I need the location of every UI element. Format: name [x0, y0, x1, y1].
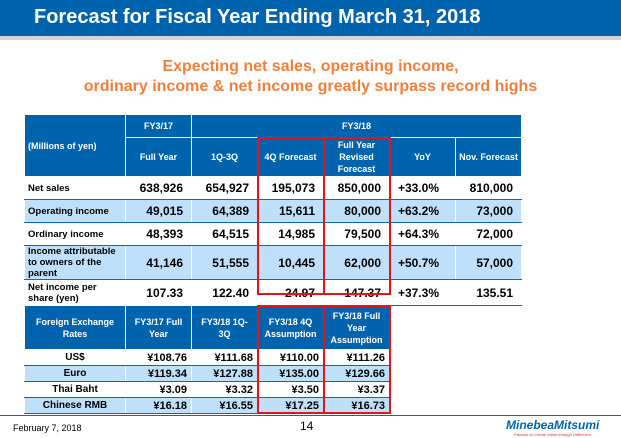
row-label: Income attributable to owners of the par…: [24, 245, 126, 280]
table-cell: 638,926: [125, 176, 192, 200]
title-bar: Forecast for Fiscal Year Ending March 31…: [0, 0, 621, 36]
company-logo: MinebeaMitsumi Passion to Create Value th…: [506, 418, 599, 437]
table-cell: 72,000: [454, 222, 523, 246]
page-title: Forecast for Fiscal Year Ending March 31…: [34, 6, 481, 28]
logo-tagline: Passion to Create Value through Differen…: [514, 432, 592, 437]
fx-rates-table: Foreign Exchange Rates FY3/17 Full Year FY…: [24, 305, 390, 414]
highlight-full-year-assumption: [323, 305, 391, 414]
column-header: Foreign Exchange Rates: [24, 305, 126, 350]
table-cell: +64.3%: [389, 222, 456, 246]
table-row: Euro ¥119.34 ¥127.88 ¥135.00 ¥129.66: [24, 365, 390, 382]
rate-cell: ¥110.00: [257, 349, 324, 366]
table-cell: 80,000: [323, 199, 390, 223]
column-header: FY3/18 4Q Assumption: [257, 305, 324, 350]
row-label: Operating income: [24, 199, 126, 223]
table-cell: 62,000: [323, 245, 390, 280]
table-cell: 48,393: [125, 222, 192, 246]
rate-cell: ¥3.37: [323, 381, 390, 398]
table-cell: 64,389: [191, 199, 258, 223]
rate-cell: ¥3.32: [191, 381, 258, 398]
table-row: Operating income 49,015 64,389 15,611 80,000…: [24, 199, 523, 223]
table-row: Thai Baht ¥3.09 ¥3.32 ¥3.50 ¥3.37: [24, 381, 390, 398]
table-cell: 49,015: [125, 199, 192, 223]
unit-header: (Millions of yen): [24, 114, 126, 177]
rate-cell: ¥119.34: [125, 365, 192, 382]
table-cell: 41,146: [125, 245, 192, 280]
table-row: Chinese RMB ¥16.18 ¥16.55 ¥17.25 ¥16.73: [24, 397, 390, 414]
row-label: Ordinary income: [24, 222, 126, 246]
table-row: Income attributable to owners of the par…: [24, 245, 523, 280]
rate-cell: ¥111.26: [323, 349, 390, 366]
rate-cell: ¥3.09: [125, 381, 192, 398]
column-header: Nov. Forecast: [454, 137, 523, 177]
currency-label: Chinese RMB: [24, 397, 126, 414]
group-header-fy18: FY3/18: [190, 114, 523, 138]
rate-cell: ¥127.88: [191, 365, 258, 382]
row-label: Net income per share (yen): [24, 279, 126, 306]
table-cell: +63.2%: [389, 199, 456, 223]
table-cell: 64,515: [191, 222, 258, 246]
table-cell: 810,000: [454, 176, 523, 200]
table-row: Net sales 638,926 654,927 195,073 850,000 +33…: [24, 176, 523, 200]
table-cell: 147.37: [323, 279, 390, 306]
rate-cell: ¥111.68: [191, 349, 258, 366]
page-number: 14: [300, 419, 314, 433]
table-cell: 51,555: [191, 245, 258, 280]
row-label: Net sales: [24, 176, 126, 200]
group-header-fy17: FY3/17: [125, 114, 192, 138]
column-header: FY3/18 1Q-3Q: [191, 305, 258, 350]
rate-cell: ¥16.73: [323, 397, 390, 414]
table-cell: +37.3%: [389, 279, 456, 306]
logo-text: MinebeaMitsumi: [506, 418, 600, 432]
footer-date: February 7, 2018: [13, 423, 82, 433]
column-header: FY3/17 Full Year: [125, 305, 192, 350]
column-header: YoY: [389, 137, 456, 177]
table-cell: +33.0%: [389, 176, 456, 200]
footer-divider: [0, 415, 621, 416]
table-cell: 122.40: [191, 279, 258, 306]
table-cell: 57,000: [454, 245, 523, 280]
table-row: US$ ¥108.76 ¥111.68 ¥110.00 ¥111.26: [24, 349, 390, 366]
table-cell: 10,445: [257, 245, 324, 280]
rate-cell: ¥108.76: [125, 349, 192, 366]
table-cell: 107.33: [125, 279, 192, 306]
subtitle-line-2: ordinary income & net income greatly sur…: [83, 78, 538, 95]
rate-cell: ¥16.18: [125, 397, 192, 414]
table-cell: +50.7%: [389, 245, 456, 280]
highlight-full-year-forecast: [323, 137, 391, 295]
table-cell: 654,927: [191, 176, 258, 200]
rate-cell: ¥16.55: [191, 397, 258, 414]
column-header: 1Q-3Q: [191, 137, 258, 177]
currency-label: US$: [24, 349, 126, 366]
highlight-4q-forecast: [257, 137, 325, 295]
divider: [0, 36, 621, 40]
column-header: Full Year: [125, 137, 192, 177]
currency-label: Euro: [24, 365, 126, 382]
subtitle-line-1: Expecting net sales, operating income,: [162, 58, 459, 75]
table-cell: 135.51: [454, 279, 523, 306]
table-cell: 73,000: [454, 199, 523, 223]
highlight-4q-assumption: [257, 305, 325, 414]
column-header: FY3/18 Full Year Assumption: [323, 305, 390, 350]
currency-label: Thai Baht: [24, 381, 126, 398]
